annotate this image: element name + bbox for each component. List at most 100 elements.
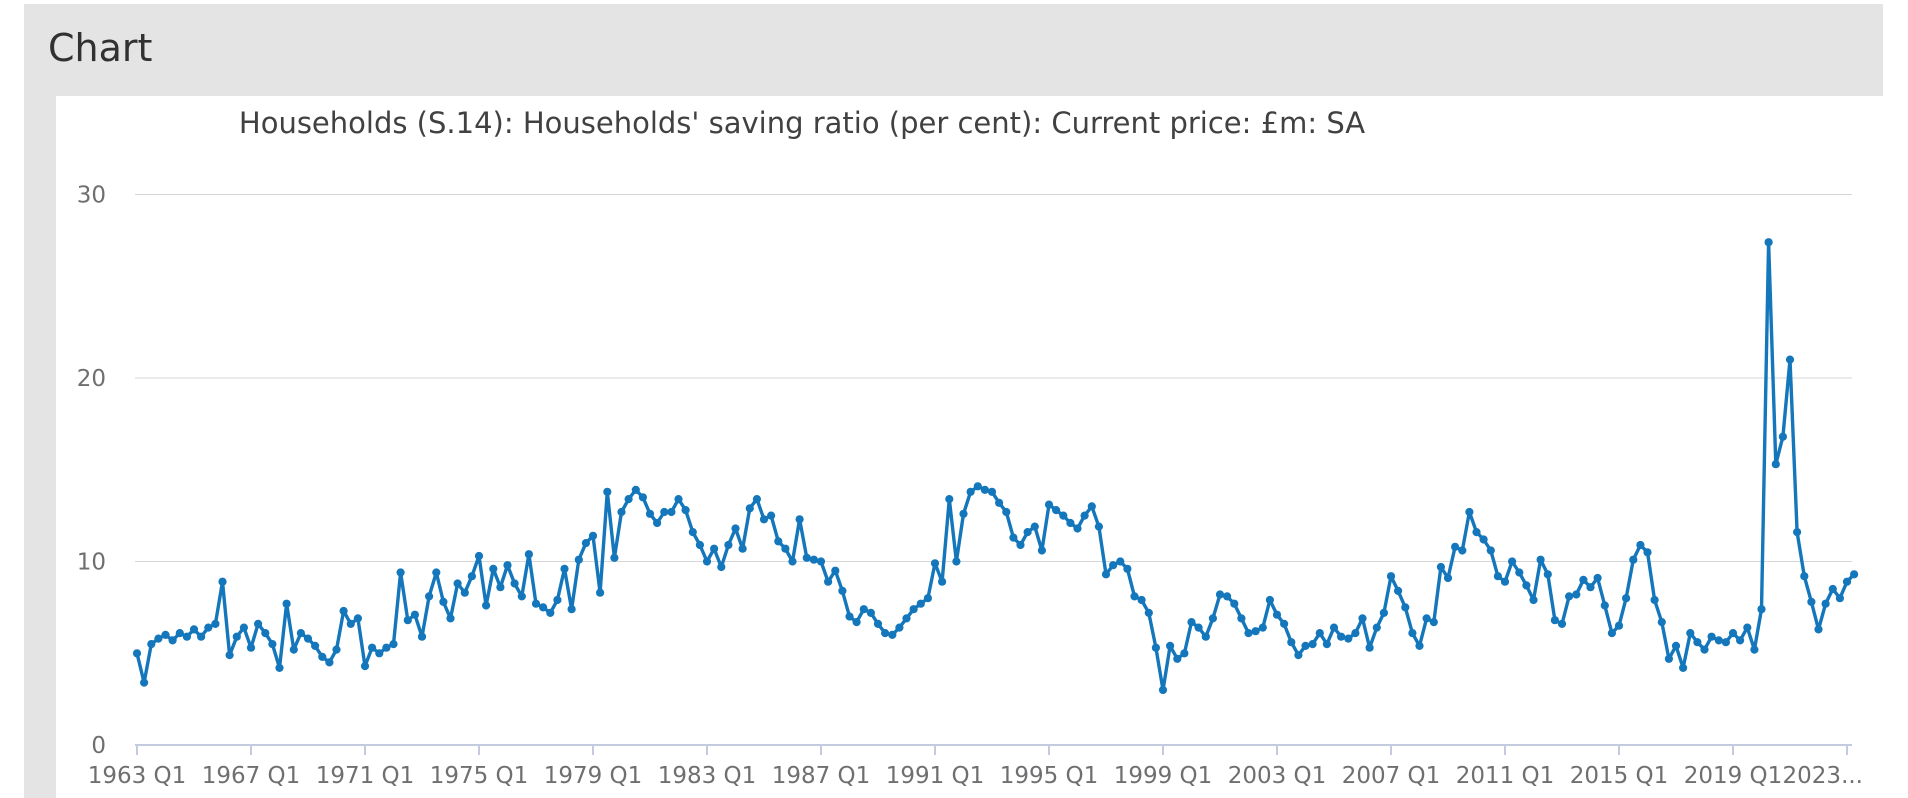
data-point[interactable] (1579, 575, 1588, 584)
data-point[interactable] (909, 605, 918, 614)
data-point[interactable] (1344, 634, 1353, 643)
data-point[interactable] (1337, 632, 1346, 641)
data-point[interactable] (1408, 629, 1417, 638)
data-point[interactable] (824, 577, 833, 586)
data-point[interactable] (1764, 238, 1773, 247)
data-point[interactable] (710, 544, 719, 553)
data-point[interactable] (1664, 654, 1673, 663)
data-point[interactable] (966, 487, 975, 496)
data-point[interactable] (467, 572, 476, 581)
data-point[interactable] (1671, 641, 1681, 651)
data-point[interactable] (396, 568, 405, 577)
data-point[interactable] (1180, 649, 1189, 658)
data-point[interactable] (980, 485, 990, 494)
data-point[interactable] (1073, 524, 1082, 533)
data-point[interactable] (809, 555, 819, 564)
data-point[interactable] (788, 557, 797, 566)
data-point[interactable] (1714, 636, 1723, 645)
data-point[interactable] (1329, 623, 1339, 632)
data-point[interactable] (1500, 577, 1510, 586)
data-point[interactable] (389, 640, 398, 649)
data-point[interactable] (1030, 522, 1039, 531)
data-point[interactable] (204, 623, 213, 632)
data-point[interactable] (332, 645, 341, 654)
data-point[interactable] (945, 495, 954, 504)
data-point[interactable] (140, 678, 149, 687)
data-point[interactable] (1842, 577, 1852, 586)
data-point[interactable] (346, 619, 355, 629)
data-point[interactable] (631, 485, 640, 494)
data-point[interactable] (182, 632, 191, 641)
data-point[interactable] (873, 619, 883, 629)
data-point[interactable] (560, 564, 569, 573)
data-point[interactable] (1643, 548, 1652, 557)
data-point[interactable] (1728, 629, 1738, 638)
data-point[interactable] (1272, 610, 1282, 619)
data-point[interactable] (610, 553, 619, 562)
data-point[interactable] (489, 564, 498, 573)
data-point[interactable] (1750, 645, 1759, 654)
data-point[interactable] (410, 610, 419, 619)
data-point[interactable] (375, 649, 384, 658)
data-point[interactable] (1322, 640, 1331, 649)
data-point[interactable] (745, 504, 754, 513)
data-point[interactable] (1208, 614, 1217, 623)
data-point[interactable] (1436, 562, 1445, 572)
data-point[interactable] (881, 629, 890, 638)
data-point[interactable] (1443, 573, 1453, 583)
data-point[interactable] (1094, 522, 1103, 531)
data-point[interactable] (1636, 540, 1645, 550)
data-point[interactable] (175, 629, 184, 638)
data-point[interactable] (1394, 586, 1403, 595)
data-point[interactable] (1429, 618, 1438, 627)
data-point[interactable] (439, 597, 448, 606)
data-point[interactable] (261, 629, 270, 638)
data-point[interactable] (1686, 629, 1695, 638)
data-point[interactable] (1130, 592, 1139, 601)
data-point[interactable] (916, 599, 925, 608)
data-point[interactable] (596, 588, 605, 597)
data-point[interactable] (738, 544, 747, 553)
data-point[interactable] (325, 658, 334, 667)
data-point[interactable] (731, 524, 740, 533)
data-point[interactable] (923, 594, 933, 603)
data-point[interactable] (1087, 502, 1096, 511)
data-point[interactable] (1137, 595, 1146, 605)
data-point[interactable] (1044, 500, 1054, 509)
data-point[interactable] (1586, 583, 1595, 592)
data-point[interactable] (1223, 592, 1232, 601)
data-point[interactable] (1158, 685, 1168, 695)
data-point[interactable] (474, 551, 484, 561)
data-point[interactable] (132, 649, 142, 658)
data-point[interactable] (1814, 625, 1823, 634)
data-point[interactable] (995, 498, 1004, 507)
data-point[interactable] (1800, 572, 1809, 581)
data-point[interactable] (161, 630, 170, 640)
data-point[interactable] (1657, 618, 1666, 627)
data-point[interactable] (759, 515, 769, 524)
data-point[interactable] (1707, 632, 1716, 641)
data-point[interactable] (1308, 640, 1317, 649)
data-point[interactable] (645, 509, 655, 518)
data-point[interactable] (1736, 636, 1745, 645)
data-point[interactable] (1215, 590, 1225, 599)
data-point[interactable] (1508, 557, 1517, 566)
data-point[interactable] (774, 537, 783, 546)
data-point[interactable] (1593, 573, 1602, 583)
data-point[interactable] (1109, 561, 1118, 570)
data-point[interactable] (581, 539, 591, 548)
data-point[interactable] (702, 557, 712, 566)
data-point[interactable] (902, 614, 911, 623)
data-point[interactable] (674, 495, 683, 504)
data-point[interactable] (1486, 546, 1495, 555)
data-point[interactable] (1572, 590, 1581, 599)
data-point[interactable] (1614, 621, 1624, 630)
data-point[interactable] (1771, 460, 1780, 469)
data-point[interactable] (318, 652, 327, 662)
data-point[interactable] (1465, 507, 1474, 517)
data-point[interactable] (638, 493, 648, 502)
data-point[interactable] (254, 619, 263, 629)
data-point[interactable] (189, 625, 199, 634)
data-point[interactable] (218, 577, 227, 586)
data-point[interactable] (1565, 592, 1574, 601)
